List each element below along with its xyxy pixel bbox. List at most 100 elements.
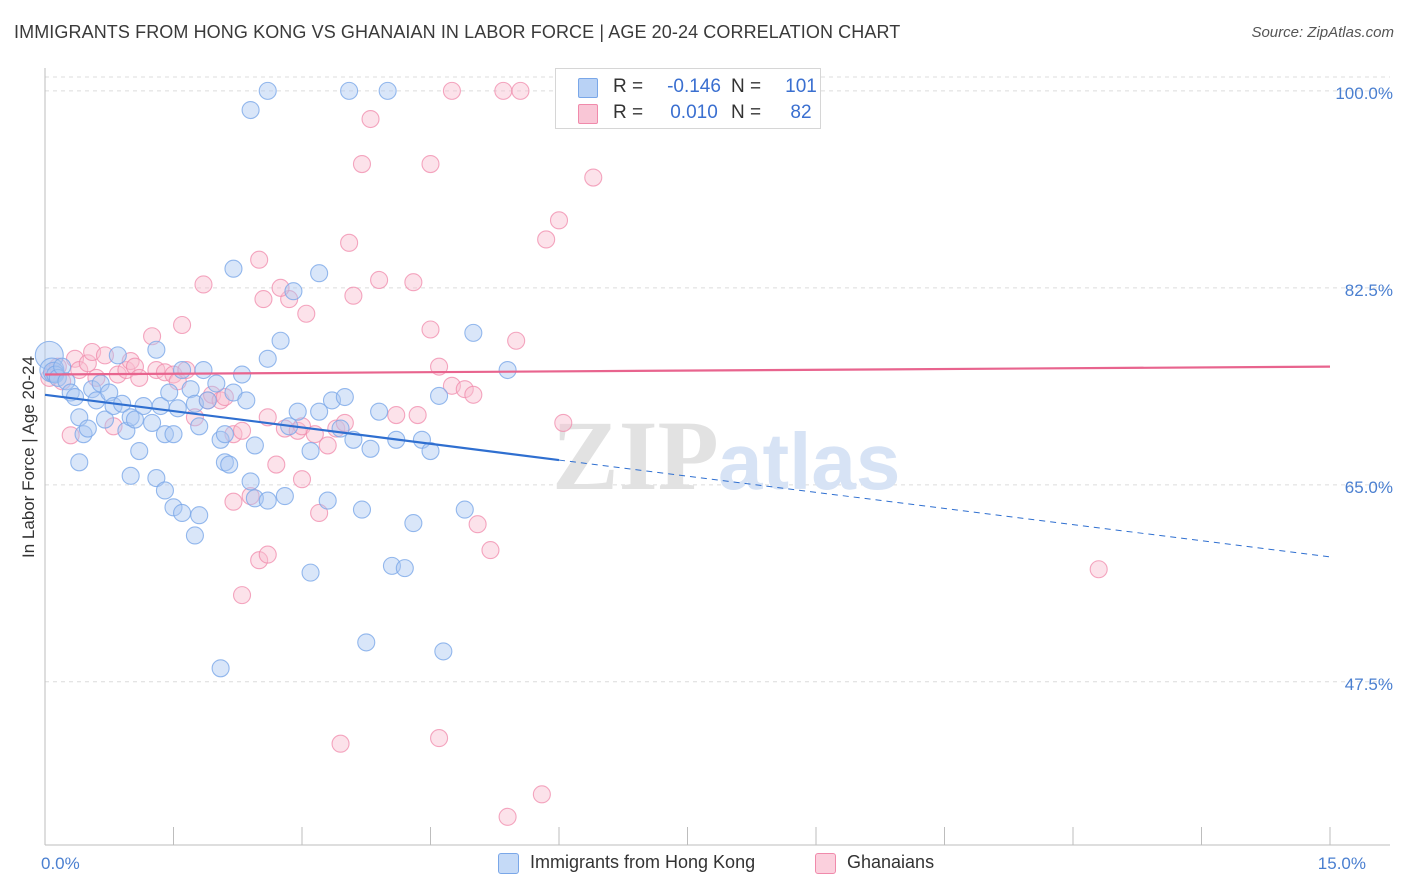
legend-n-value: 101 (785, 76, 817, 97)
ghanaians-point (143, 327, 162, 346)
hongkong-point (164, 425, 183, 444)
ghanaians-point (125, 357, 144, 376)
hongkong-point (78, 419, 97, 438)
hongkong-point (70, 453, 89, 472)
hongkong-point (241, 100, 260, 120)
y-tick-label: 47.5% (1345, 675, 1393, 694)
hongkong-point (310, 264, 329, 283)
hongkong-point (357, 633, 376, 652)
ghanaians-point (507, 331, 526, 350)
ghanaians-point (232, 586, 252, 605)
hongkong-point (100, 383, 119, 402)
legend-r-label: R = (613, 76, 644, 97)
watermark-atlas: atlas (718, 417, 900, 506)
ghanaians-point (408, 405, 427, 425)
hongkong-point (370, 402, 389, 421)
hongkong-point (271, 331, 290, 350)
series-swatch-ghanaians (815, 853, 836, 874)
hongkong-point (237, 391, 256, 410)
hongkong-point (275, 487, 294, 506)
hongkong-point (301, 563, 320, 582)
ghanaians-point (78, 354, 97, 373)
ghanaians-point (258, 545, 277, 564)
ghanaians-point (130, 368, 149, 387)
hongkong-point (211, 659, 230, 678)
ghanaians-point (173, 315, 192, 335)
hongkong-point (434, 642, 453, 661)
hongkong-point (361, 439, 380, 458)
ghanaians-point (1089, 560, 1108, 579)
ghanaians-point (554, 413, 573, 432)
legend-swatch-hongkong (578, 78, 598, 98)
ghanaians-point (344, 286, 363, 305)
hongkong-point (288, 402, 307, 421)
ghanaians-point (370, 270, 389, 290)
ghanaians-point (537, 230, 556, 249)
hongkong-point (125, 410, 144, 429)
hongkong-point (404, 514, 423, 533)
hongkong-point (190, 506, 209, 525)
hongkong-point (258, 81, 277, 100)
hongkong-point (181, 380, 200, 399)
ghanaians-trend-line (44, 365, 1331, 376)
hongkong-point (198, 391, 217, 410)
ghanaians-point (442, 81, 461, 100)
hongkong-point (241, 472, 260, 491)
watermark: ZIP atlas (552, 400, 900, 511)
correlation-legend: R = -0.146 N = 101 R = 0.010 N = 82 (555, 68, 821, 129)
source-credit: Source: ZipAtlas.com (1251, 24, 1394, 41)
hongkong-trend-line (44, 393, 560, 462)
hongkong-point (310, 402, 329, 421)
hongkong-point (245, 436, 264, 455)
y-tick-label: 65.0% (1345, 478, 1393, 497)
hongkong-points (34, 81, 517, 678)
ghanaians-point (267, 455, 286, 474)
hongkong-point (147, 469, 166, 488)
hongkong-point (95, 410, 115, 429)
series-swatch-hongkong (498, 853, 519, 874)
ghanaians-point (387, 405, 406, 425)
hongkong-point (57, 372, 76, 391)
hongkong-point (224, 259, 243, 278)
hongkong-point (340, 81, 359, 100)
legend-n-label: N = (731, 102, 762, 123)
hongkong-point (168, 399, 187, 418)
hongkong-point (155, 481, 174, 500)
axes (44, 68, 1390, 846)
ghanaians-point (549, 211, 569, 230)
hongkong-point (430, 386, 449, 405)
hongkong-point (395, 559, 414, 578)
ghanaians-point (292, 470, 312, 489)
ghanaians-point (61, 426, 80, 445)
ghanaians-point (430, 357, 449, 376)
hongkong-point (207, 374, 226, 393)
hongkong-point (378, 81, 397, 100)
hongkong-point (220, 455, 239, 474)
hongkong-point (284, 282, 303, 301)
hongkong-point (232, 365, 252, 384)
ghanaians-point (331, 734, 350, 753)
legend-r-label: R = (613, 102, 644, 123)
series-label-ghanaians: Ghanaians (847, 852, 935, 872)
x-tick-label: 0.0% (41, 854, 80, 873)
hongkong-point (215, 425, 234, 444)
hongkong-point (258, 349, 277, 368)
ghanaians-point (464, 385, 483, 404)
trend-lines (44, 365, 1331, 558)
ghanaians-point (404, 273, 423, 292)
ghanaians-point (430, 729, 449, 748)
hongkong-point (147, 340, 166, 359)
ghanaians-point (340, 233, 359, 252)
ghanaians-point (584, 168, 603, 187)
hongkong-point (108, 346, 127, 365)
hongkong-point (190, 417, 209, 436)
ghanaians-point (232, 421, 252, 440)
hongkong-point (121, 466, 140, 485)
ghanaians-point (318, 436, 337, 455)
hongkong-point (301, 442, 320, 461)
hongkong-point (130, 442, 149, 461)
ghanaians-point (421, 154, 440, 174)
hongkong-point (160, 383, 179, 402)
ghanaians-point (421, 320, 440, 339)
